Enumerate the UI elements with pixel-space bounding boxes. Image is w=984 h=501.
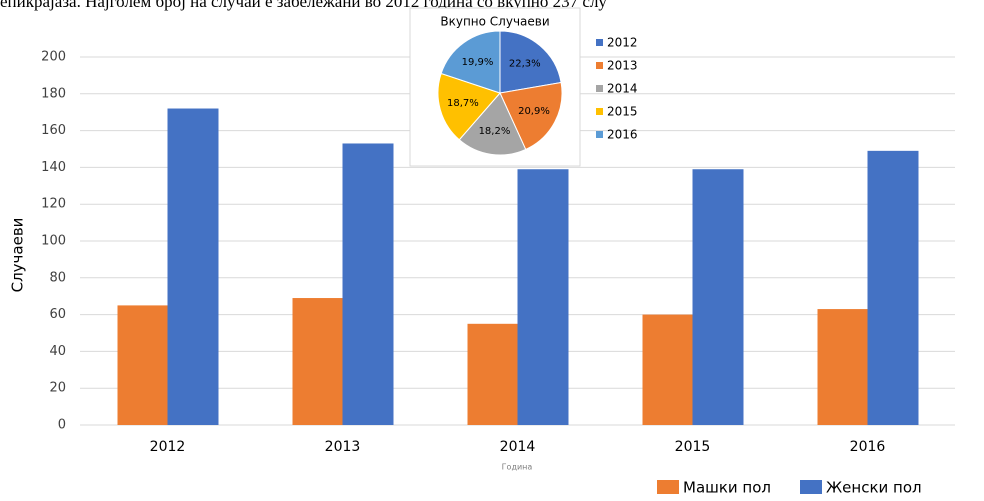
legend-label: Женски пол bbox=[826, 479, 922, 497]
y-tick-label: 200 bbox=[41, 50, 66, 65]
pie-value-label: 18,7% bbox=[447, 98, 479, 109]
bar bbox=[867, 150, 919, 425]
pie-slice bbox=[437, 72, 501, 141]
pie-slice bbox=[499, 81, 563, 151]
pie-slice bbox=[440, 30, 501, 94]
x-tick-label: 2013 bbox=[325, 439, 361, 455]
bar bbox=[642, 314, 693, 425]
legend-swatch bbox=[596, 39, 603, 46]
y-tick-label: 140 bbox=[41, 160, 66, 175]
pie-value-label: 19,9% bbox=[462, 57, 494, 68]
legend-swatch bbox=[800, 480, 822, 494]
legend-swatch bbox=[657, 480, 679, 494]
y-tick-label: 180 bbox=[41, 86, 66, 101]
x-axis-label: Година bbox=[502, 463, 533, 472]
legend-swatch bbox=[596, 85, 603, 92]
y-tick-label: 80 bbox=[49, 270, 66, 285]
legend-swatch bbox=[596, 108, 603, 115]
legend-label: 2016 bbox=[607, 128, 638, 142]
legend-label: 2014 bbox=[607, 82, 638, 96]
x-tick-label: 2014 bbox=[500, 439, 536, 455]
y-tick-label: 120 bbox=[41, 197, 66, 212]
pie-slice bbox=[458, 92, 527, 156]
bar bbox=[817, 309, 868, 425]
y-axis-label: Случаеви bbox=[9, 218, 27, 293]
pie-value-label: 22,3% bbox=[509, 59, 541, 70]
bar bbox=[167, 108, 219, 426]
legend-swatch bbox=[596, 62, 603, 69]
bar bbox=[467, 323, 518, 425]
bar bbox=[342, 143, 394, 426]
y-tick-label: 100 bbox=[41, 234, 66, 249]
pie-title: Вкупно Случаеви bbox=[440, 15, 549, 29]
bar bbox=[292, 298, 343, 425]
bar bbox=[692, 169, 744, 425]
header-text: епикрајаза. Најголем број на случаи е за… bbox=[0, 0, 607, 11]
legend-swatch bbox=[596, 131, 603, 138]
y-tick-label: 60 bbox=[49, 307, 66, 322]
x-tick-label: 2012 bbox=[150, 439, 186, 455]
y-tick-label: 0 bbox=[58, 418, 66, 433]
legend-label: 2015 bbox=[607, 105, 638, 119]
y-tick-label: 20 bbox=[49, 381, 66, 396]
x-tick-label: 2016 bbox=[850, 439, 886, 455]
pie-value-label: 18,2% bbox=[479, 126, 511, 137]
pie-value-label: 20,9% bbox=[518, 106, 550, 117]
y-tick-label: 160 bbox=[41, 123, 66, 138]
legend-label: 2012 bbox=[607, 36, 638, 50]
bar bbox=[517, 169, 569, 425]
bar bbox=[117, 305, 168, 425]
pie-slice bbox=[499, 30, 562, 94]
legend-label: Машки пол bbox=[683, 479, 771, 497]
x-tick-label: 2015 bbox=[675, 439, 711, 455]
legend-label: 2013 bbox=[607, 59, 638, 73]
y-tick-label: 40 bbox=[49, 344, 66, 359]
